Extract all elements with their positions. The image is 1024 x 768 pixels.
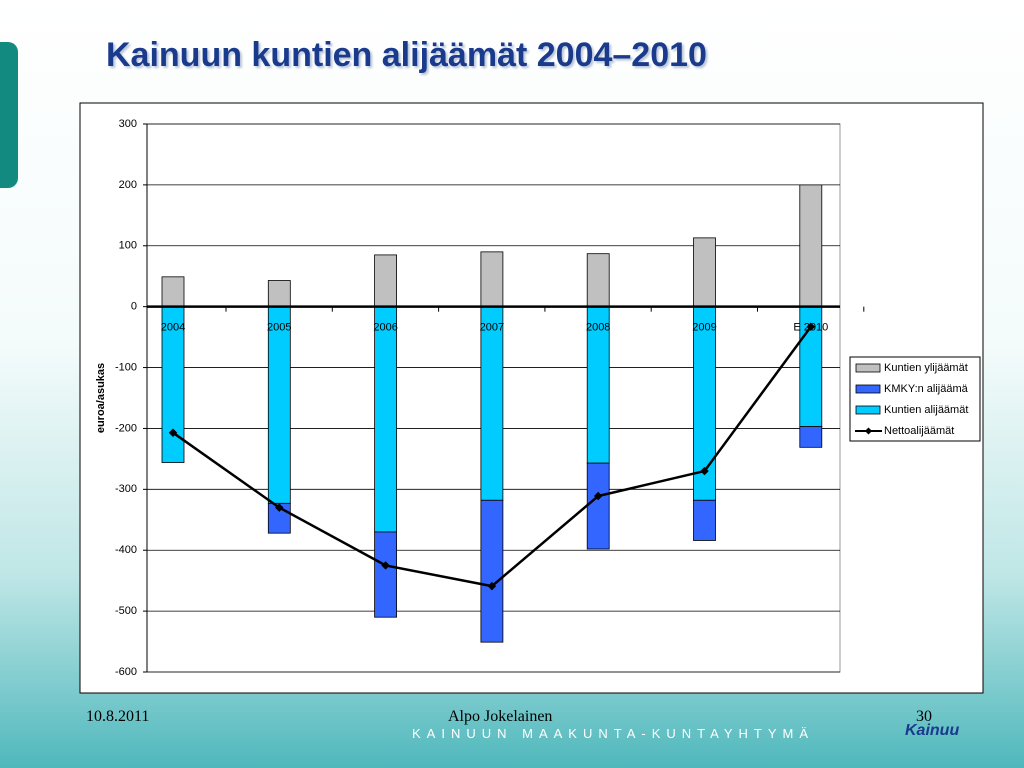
y-tick-label: -200 (115, 422, 137, 434)
legend-label: Kuntien ylijäämät (884, 362, 968, 374)
footer-author: Alpo Jokelainen (448, 708, 553, 725)
y-axis-label: euroa/asukas (95, 363, 107, 433)
y-tick-label: -100 (115, 361, 137, 373)
point (168, 428, 178, 437)
point (275, 503, 284, 512)
y-tick-label: 300 (119, 118, 137, 130)
bar (799, 426, 823, 448)
footer-logo: Kainuu (905, 722, 960, 739)
y-tick-label: -400 (115, 544, 137, 556)
x-tick-label: 2006 (373, 322, 397, 334)
point (593, 491, 603, 501)
y-tick-label: 0 (131, 301, 137, 313)
y-tick-label: -500 (115, 605, 137, 617)
footer-page: 30 (916, 708, 932, 725)
legend-label: KMKY:n alijäämä (884, 383, 969, 395)
bar (374, 306, 398, 533)
bar (586, 462, 610, 550)
x-tick-label: 2004 (161, 322, 185, 334)
legend-swatch (855, 384, 881, 394)
slide-title: Kainuun kuntien alijäämät 2004–2010 (106, 36, 707, 74)
decoration (0, 42, 18, 188)
footer-organization: KAINUUN MAAKUNTA-KUNTAYHTYMÄ (412, 726, 815, 741)
bar (374, 531, 398, 618)
bar (693, 237, 716, 308)
bar (374, 254, 398, 308)
bar (693, 499, 716, 541)
bar (480, 306, 504, 501)
bar (799, 184, 823, 308)
y-tick-label: 200 (119, 179, 137, 191)
bar (586, 253, 610, 308)
bar (480, 251, 504, 308)
legend-label: Nettoalijäämät (884, 425, 954, 437)
legend-swatch (855, 363, 881, 373)
point (487, 581, 497, 591)
point (381, 561, 390, 570)
x-tick-label: 2007 (480, 322, 504, 334)
x-tick-label: 2008 (586, 322, 610, 334)
bar (161, 276, 185, 308)
legend-label: Kuntien alijäämät (884, 404, 968, 416)
bar (480, 499, 504, 643)
x-tick-label: 2009 (692, 322, 716, 334)
y-tick-label: 100 (119, 240, 137, 252)
bar (267, 280, 291, 308)
point (806, 322, 816, 332)
point (700, 466, 709, 476)
y-tick-label: -600 (115, 666, 137, 678)
bar (267, 306, 291, 504)
footer-date: 10.8.2011 (86, 708, 150, 725)
y-tick-label: -300 (115, 483, 137, 495)
legend-swatch (864, 427, 873, 435)
x-tick-label: 2005 (267, 322, 291, 334)
legend-swatch (855, 405, 881, 415)
